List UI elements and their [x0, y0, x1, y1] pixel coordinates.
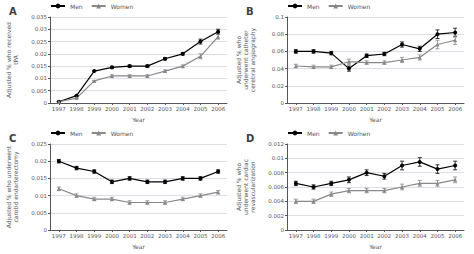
svg-text:0.08: 0.08 — [272, 31, 285, 37]
svg-text:cerebral angiography: cerebral angiography — [249, 27, 257, 92]
svg-text:0.025: 0.025 — [31, 141, 47, 147]
svg-text:0.035: 0.035 — [31, 14, 47, 20]
svg-text:Women: Women — [348, 130, 371, 137]
svg-text:1999: 1999 — [87, 106, 101, 112]
svg-text:0.03: 0.03 — [35, 26, 48, 32]
svg-text:0.005: 0.005 — [31, 88, 47, 94]
svg-text:Women: Women — [111, 130, 134, 137]
svg-text:B: B — [246, 6, 254, 17]
svg-text:1998: 1998 — [307, 233, 321, 239]
svg-text:revascularization: revascularization — [249, 161, 256, 212]
svg-text:Men: Men — [307, 130, 320, 137]
svg-text:carotid endarterectomy: carotid endarterectomy — [12, 151, 20, 222]
svg-text:2005: 2005 — [193, 233, 207, 239]
svg-text:2005: 2005 — [430, 106, 444, 112]
svg-text:A: A — [9, 6, 17, 17]
svg-text:2002: 2002 — [140, 106, 154, 112]
svg-text:2001: 2001 — [123, 233, 137, 239]
svg-text:0.015: 0.015 — [31, 63, 47, 69]
svg-text:2004: 2004 — [176, 106, 190, 112]
svg-text:1998: 1998 — [307, 106, 321, 112]
svg-text:2000: 2000 — [342, 106, 356, 112]
svg-text:0.02: 0.02 — [35, 51, 47, 57]
svg-text:2004: 2004 — [176, 233, 190, 239]
svg-text:C: C — [9, 133, 16, 144]
svg-text:0: 0 — [281, 227, 285, 233]
svg-text:2005: 2005 — [193, 106, 207, 112]
svg-text:1999: 1999 — [324, 233, 338, 239]
svg-text:1998: 1998 — [70, 233, 84, 239]
svg-text:1997: 1997 — [52, 106, 66, 112]
svg-text:0.01: 0.01 — [35, 193, 47, 199]
svg-text:0: 0 — [281, 100, 285, 106]
svg-text:2003: 2003 — [158, 106, 172, 112]
svg-text:2004: 2004 — [413, 233, 427, 239]
svg-text:2002: 2002 — [377, 233, 391, 239]
svg-text:2003: 2003 — [395, 233, 409, 239]
svg-text:Adjusted % who received: Adjusted % who received — [5, 22, 12, 98]
svg-text:Year: Year — [131, 243, 145, 250]
svg-text:0.02: 0.02 — [35, 158, 47, 164]
svg-text:underwent cardiac: underwent cardiac — [242, 159, 249, 215]
svg-text:Adjusted % who: Adjusted % who — [235, 162, 242, 212]
svg-text:2003: 2003 — [395, 106, 409, 112]
svg-text:2004: 2004 — [413, 106, 427, 112]
svg-text:1997: 1997 — [289, 233, 303, 239]
svg-text:0.006: 0.006 — [268, 184, 284, 190]
svg-text:2000: 2000 — [105, 233, 119, 239]
svg-text:1997: 1997 — [52, 233, 66, 239]
svg-text:2001: 2001 — [360, 233, 374, 239]
svg-text:0.06: 0.06 — [272, 48, 285, 54]
svg-text:Year: Year — [368, 116, 382, 123]
svg-text:Men: Men — [70, 3, 83, 10]
svg-text:Men: Men — [307, 3, 320, 10]
svg-text:1998: 1998 — [70, 106, 84, 112]
svg-text:0.1: 0.1 — [275, 14, 284, 20]
svg-text:2000: 2000 — [342, 233, 356, 239]
svg-text:Women: Women — [111, 3, 134, 10]
svg-text:0.004: 0.004 — [268, 198, 284, 204]
svg-text:2006: 2006 — [211, 106, 225, 112]
svg-text:0.01: 0.01 — [272, 155, 284, 161]
svg-text:0: 0 — [44, 227, 48, 233]
svg-text:0.005: 0.005 — [31, 210, 47, 216]
svg-text:2006: 2006 — [448, 233, 462, 239]
svg-text:0.012: 0.012 — [268, 141, 284, 147]
svg-text:2002: 2002 — [140, 233, 154, 239]
svg-text:D: D — [246, 133, 254, 144]
svg-text:1999: 1999 — [87, 233, 101, 239]
svg-text:Adjusted % who: Adjusted % who — [235, 35, 242, 85]
svg-text:tPA: tPA — [12, 54, 19, 65]
svg-text:2002: 2002 — [377, 106, 391, 112]
svg-text:Year: Year — [131, 116, 145, 123]
svg-text:0: 0 — [44, 100, 48, 106]
svg-text:0.02: 0.02 — [272, 83, 284, 89]
svg-text:Men: Men — [70, 130, 83, 137]
svg-text:1999: 1999 — [324, 106, 338, 112]
svg-text:0.008: 0.008 — [268, 170, 284, 176]
svg-text:0.002: 0.002 — [268, 213, 284, 219]
svg-text:2005: 2005 — [430, 233, 444, 239]
svg-text:Year: Year — [368, 243, 382, 250]
svg-text:2001: 2001 — [123, 106, 137, 112]
svg-text:Adjusted % who underwent: Adjusted % who underwent — [5, 145, 12, 229]
svg-text:2006: 2006 — [211, 233, 225, 239]
svg-text:Women: Women — [348, 3, 371, 10]
svg-text:0.025: 0.025 — [31, 39, 47, 45]
svg-text:2003: 2003 — [158, 233, 172, 239]
svg-text:2001: 2001 — [360, 106, 374, 112]
svg-text:2006: 2006 — [448, 106, 462, 112]
svg-text:0.01: 0.01 — [35, 75, 47, 81]
svg-text:underwent catheter: underwent catheter — [242, 30, 249, 90]
svg-text:0.015: 0.015 — [31, 175, 47, 181]
svg-text:2000: 2000 — [105, 106, 119, 112]
svg-text:1997: 1997 — [289, 106, 303, 112]
svg-text:0.04: 0.04 — [272, 66, 285, 72]
